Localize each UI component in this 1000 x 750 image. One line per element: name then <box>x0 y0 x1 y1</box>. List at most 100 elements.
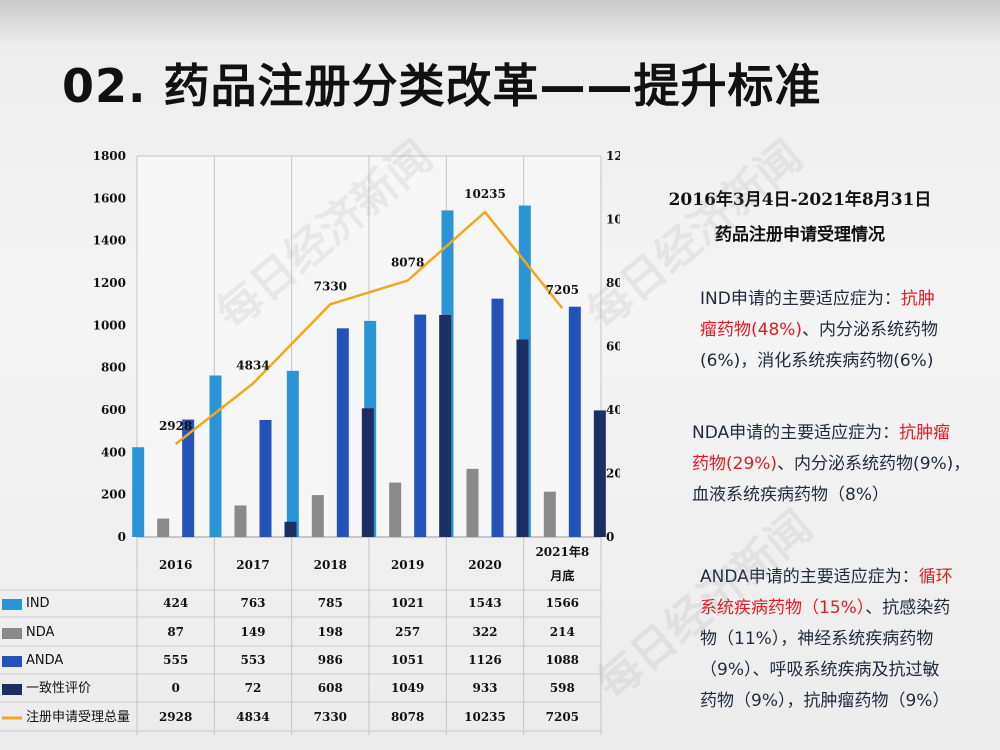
bar-ANDA <box>568 306 581 537</box>
bar-NDA <box>157 518 170 537</box>
legend-series-name: NDA <box>26 625 55 640</box>
bar-NDA <box>389 482 402 537</box>
note-text: 、内分泌系统药物(9%)， <box>777 454 971 474</box>
note-text: 物（11%），神经系统疾病药物 <box>700 629 934 649</box>
y-left-tick-label: 1400 <box>93 234 126 248</box>
note-text: （9%）、呼吸系统疾病及抗过敏 <box>700 660 940 680</box>
table-cell-value: 7330 <box>314 710 347 724</box>
table-cell-value: 0 <box>171 681 179 695</box>
note-line: 药物（9%），抗肿瘤药物（9%） <box>700 686 985 717</box>
bar-ANDA <box>414 314 427 537</box>
bar-NDA <box>234 505 247 537</box>
bar-IND <box>132 447 145 537</box>
legend-key-IND <box>2 599 22 610</box>
highlight-text: 系统疾病药物（15%） <box>700 598 866 618</box>
legend-key-ANDA <box>2 656 22 667</box>
table-cell-value: 10235 <box>464 710 506 724</box>
anda-indication-note: ANDA申请的主要适应症为：循环 系统疾病药物（15%）、抗感染药 物（11%），神… <box>700 562 985 717</box>
legend-series-name: 一致性评价 <box>26 681 91 696</box>
legend-key-一致性评价 <box>2 684 22 695</box>
line-data-label: 10235 <box>464 187 506 201</box>
note-line: 系统疾病药物（15%）、抗感染药 <box>700 593 985 624</box>
y-right-tick-label: 2000 <box>606 467 620 481</box>
table-cell-value: 7205 <box>546 710 579 724</box>
note-text: IND申请的主要适应症为： <box>700 289 901 309</box>
bar-一致性评价 <box>361 408 374 537</box>
bar-ANDA <box>336 328 349 537</box>
table-cell-value: 1021 <box>391 596 424 610</box>
line-data-label: 4834 <box>236 359 269 373</box>
table-cell-value: 87 <box>167 625 184 639</box>
note-text: ANDA申请的主要适应症为： <box>700 567 919 587</box>
bar-ANDA <box>491 298 504 537</box>
table-cell-value: 149 <box>240 625 265 639</box>
note-line: IND申请的主要适应症为：抗肿 <box>700 284 985 315</box>
table-cell-value: 1543 <box>468 596 501 610</box>
table-cell-value: 608 <box>318 681 343 695</box>
note-line: 血液系统疾病药物（8%） <box>692 480 987 511</box>
highlight-text: 药物(29%) <box>692 454 778 474</box>
table-cell-value: 1566 <box>546 596 579 610</box>
ind-indication-note: IND申请的主要适应症为：抗肿 瘤药物(48%)、内分泌系统药物 (6%)，消化系统… <box>700 284 985 377</box>
line-data-label: 2928 <box>159 419 192 433</box>
highlight-text: 抗肿 <box>900 289 935 309</box>
legend-series-name: 注册申请受理总量 <box>26 710 130 725</box>
y-left-tick-label: 1600 <box>93 191 126 205</box>
y-right-tick-label: 4000 <box>606 403 620 417</box>
table-cell-value: 933 <box>472 681 497 695</box>
bar-NDA <box>466 468 479 537</box>
x-category-label: 2021年8 <box>535 544 589 559</box>
line-data-label: 7330 <box>314 279 347 293</box>
note-line: 物（11%），神经系统疾病药物 <box>700 624 985 655</box>
note-text: 血液系统疾病药物（8%） <box>692 485 889 505</box>
bar-ANDA <box>182 419 195 537</box>
note-text: 药物（9%），抗肿瘤药物（9%） <box>700 691 950 711</box>
bar-ANDA <box>259 419 272 537</box>
x-category-label: 月底 <box>549 568 574 583</box>
table-cell-value: 763 <box>240 596 265 610</box>
note-text: 、抗感染药 <box>865 598 951 618</box>
table-cell-value: 257 <box>395 625 420 639</box>
y-left-tick-label: 800 <box>101 361 126 375</box>
note-line: 瘤药物(48%)、内分泌系统药物 <box>700 315 985 346</box>
y-left-tick-label: 400 <box>101 445 126 459</box>
x-category-label: 2020 <box>468 558 501 572</box>
table-cell-value: 553 <box>240 653 265 667</box>
legend-series-name: ANDA <box>26 653 63 668</box>
table-cell-value: 424 <box>163 596 188 610</box>
note-line: ANDA申请的主要适应症为：循环 <box>700 562 985 593</box>
panel-subtitle-line2: 药品注册申请受理情况 <box>715 225 885 245</box>
x-category-label: 2016 <box>159 558 192 572</box>
y-left-tick-label: 0 <box>118 530 126 544</box>
table-cell-value: 2928 <box>159 710 192 724</box>
table-cell-value: 4834 <box>236 710 269 724</box>
panel-subtitle-line1: 2016年3月4日-2021年8月31日 <box>668 190 932 210</box>
y-right-tick-label: 0 <box>606 530 614 544</box>
table-cell-value: 322 <box>472 625 497 639</box>
table-cell-value: 1088 <box>546 653 579 667</box>
highlight-text: 循环 <box>918 567 953 587</box>
y-right-tick-label: 10000 <box>606 213 620 227</box>
note-line: 药物(29%)、内分泌系统药物(9%)， <box>692 449 987 480</box>
table-cell-value: 986 <box>318 653 343 667</box>
bar-一致性评价 <box>516 339 529 537</box>
legend-key-NDA <box>2 628 22 639</box>
table-cell-value: 1051 <box>391 653 424 667</box>
note-line: (6%)，消化系统疾病药物(6%) <box>700 346 985 377</box>
total-applications-line <box>174 210 564 446</box>
y-left-tick-label: 600 <box>101 403 126 417</box>
y-right-tick-label: 12000 <box>606 149 620 163</box>
bar-一致性评价 <box>284 521 297 537</box>
bar-IND <box>286 370 299 537</box>
table-cell-value: 8078 <box>391 710 424 724</box>
highlight-text: 抗肿瘤 <box>899 423 951 443</box>
y-right-tick-label: 6000 <box>606 340 620 354</box>
combo-chart: 0 200 400 600 800 1000 1200 1400 1600 1800 0 2000 40… <box>0 149 620 735</box>
y-left-tick-label: 1200 <box>93 276 126 290</box>
highlight-text: 瘤药物(48%) <box>700 320 803 340</box>
nda-indication-note: NDA申请的主要适应症为：抗肿瘤 药物(29%)、内分泌系统药物(9%)， 血液系统… <box>692 418 987 511</box>
table-cell-value: 72 <box>245 681 262 695</box>
table-cell-value: 785 <box>318 596 343 610</box>
note-text: 、内分泌系统药物 <box>802 320 939 340</box>
x-category-label: 2018 <box>314 558 347 572</box>
